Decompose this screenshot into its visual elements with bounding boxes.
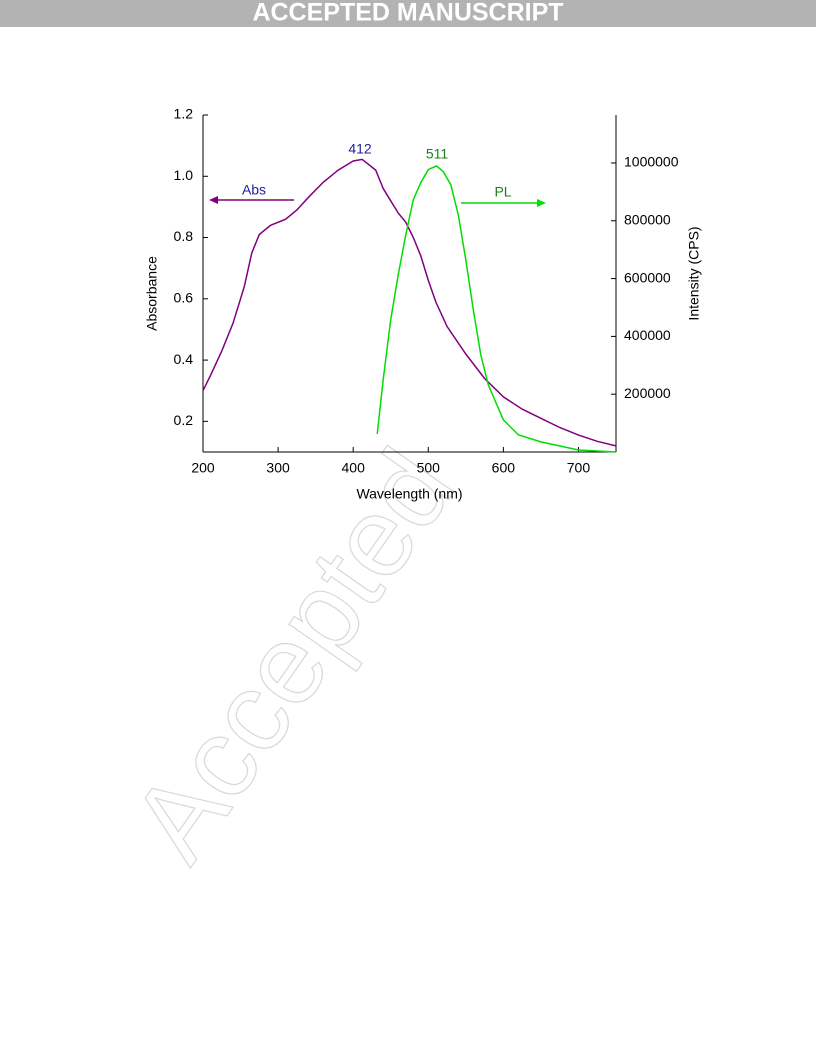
y2-tick-label: 800000 [624,211,671,227]
y-tick-label: 1.0 [174,167,194,183]
x-tick-label: 400 [342,460,366,476]
pl-arrowhead [537,199,546,207]
x-axis-label: Wavelength (nm) [356,486,462,502]
x-tick-label: 300 [266,460,290,476]
y-tick-label: 0.4 [174,351,194,367]
data-line [202,158,617,447]
y2-tick-label: 200000 [624,385,671,401]
annotation: PL [494,184,511,200]
data-line [376,165,617,453]
y-tick-label: 0.6 [174,290,194,306]
y2-tick-label: 400000 [624,327,671,343]
y-axis-label: Absorbance [144,256,160,331]
annotation: 412 [348,141,372,157]
chart: 200 300 400 500 600 700 0.2 0.4 0.6 0.8 1.0 1.2 2000… [144,106,702,502]
header-title: ACCEPTED MANUSCRIPT [252,0,563,27]
y2-tick-label: 1000000 [624,154,679,170]
x-tick-label: 500 [417,460,441,476]
y-tick-label: 0.8 [174,228,194,244]
annotation: 511 [426,146,449,162]
x-tick-label: 200 [191,460,215,476]
x-tick-label: 600 [492,460,516,476]
header-bar [0,0,816,27]
y2-tick-label: 600000 [624,269,671,285]
y-tick-label: 0.2 [174,412,194,428]
annotation: Abs [242,182,266,198]
x-tick-label: 700 [567,460,591,476]
y-tick-label: 1.2 [174,106,194,122]
abs-arrowhead [209,196,218,204]
y2-axis-label: Intensity (CPS) [686,226,702,320]
